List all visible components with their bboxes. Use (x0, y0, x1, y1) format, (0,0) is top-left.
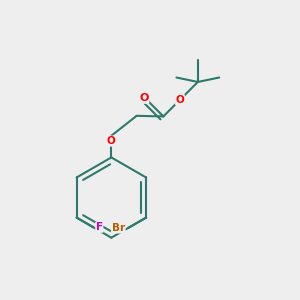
Text: O: O (107, 136, 116, 146)
Text: F: F (96, 222, 103, 232)
Text: O: O (140, 93, 149, 103)
Text: O: O (176, 95, 184, 105)
Text: Br: Br (112, 223, 125, 233)
